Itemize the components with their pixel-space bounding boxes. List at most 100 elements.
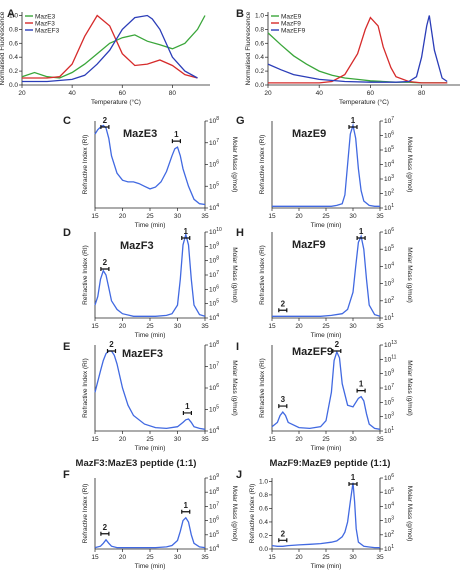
legend-label: MazEF9 (281, 28, 306, 35)
y-tick-label: 0.2 (259, 532, 268, 539)
x-tick-label: 15 (268, 323, 276, 330)
panel-label-B: B (236, 8, 244, 20)
y-tick-label: 0.2 (255, 68, 264, 75)
legend-label: MazEF3 (35, 28, 60, 35)
y2-tick-label: 109 (209, 241, 219, 250)
x-axis-label: Time (min) (135, 563, 166, 570)
x-tick-label: 35 (201, 213, 209, 220)
y2-tick-label: 1013 (384, 340, 397, 349)
y2-tick-label: 107 (209, 138, 219, 147)
y2-tick-label: 105 (384, 397, 394, 406)
y2-tick-label: 104 (209, 426, 219, 435)
y2-tick-label: 104 (209, 544, 219, 553)
y2-tick-label: 107 (209, 501, 219, 510)
legend-label: MazF9 (281, 21, 301, 28)
legend-label: MazE3 (35, 14, 56, 21)
y2-tick-label: 105 (209, 405, 219, 414)
y-tick-label: 1.0 (9, 12, 18, 19)
peak-label: 2 (103, 116, 108, 125)
y-tick-label: 0.4 (259, 519, 268, 526)
x-axis-label: Time (min) (311, 563, 342, 570)
x-axis-label: Time (min) (135, 222, 166, 229)
panel-title: MazF3:MazE3 peptide (1:1) (76, 458, 197, 469)
peak-bracket (278, 404, 288, 409)
x-tick-label: 35 (376, 323, 384, 330)
x-tick-label: 20 (119, 554, 127, 561)
y2-tick-label: 102 (384, 189, 394, 198)
series-line-RI (94, 516, 206, 549)
series-line-RI (272, 234, 381, 317)
y2-axis-label: Molar Mass (g/mol) (406, 486, 413, 542)
peak-bracket (278, 308, 288, 313)
x-tick-label: 30 (174, 213, 182, 220)
legend-label: MazE9 (281, 14, 302, 21)
y2-tick-label: 107 (384, 383, 394, 392)
x-tick-label: 15 (268, 554, 276, 561)
panel-label-J: J (236, 469, 242, 481)
x-axis-label: Time (min) (311, 445, 342, 452)
y-axis-label: Refractive Index (RI) (259, 245, 266, 305)
y-axis-label: Refractive Index (RI) (82, 245, 89, 305)
peak-bracket (100, 125, 110, 129)
y-axis-label: Refractive Index (RI) (82, 358, 89, 418)
y2-tick-label: 109 (384, 369, 394, 378)
y-tick-label: 0.0 (259, 546, 268, 553)
y2-tick-label: 105 (384, 244, 394, 253)
x-tick-label: 30 (174, 323, 182, 330)
y2-tick-label: 1011 (384, 354, 397, 363)
y2-tick-label: 106 (209, 383, 219, 392)
peak-label: 1 (359, 380, 364, 389)
y2-tick-label: 107 (209, 362, 219, 371)
y2-tick-label: 101 (384, 313, 394, 322)
peak-label: 1 (184, 501, 189, 510)
series-line-MazF9 (268, 16, 448, 84)
y2-tick-label: 105 (209, 530, 219, 539)
y2-tick-label: 106 (209, 284, 219, 293)
x-axis-label: Temperature (°C) (91, 98, 141, 106)
x-tick-label: 30 (174, 436, 182, 443)
x-tick-label: 25 (322, 436, 330, 443)
y2-tick-label: 104 (209, 313, 219, 322)
x-tick-label: 20 (295, 323, 303, 330)
series-line-RI (271, 482, 380, 549)
peak-label: 2 (103, 258, 108, 267)
y2-tick-label: 104 (209, 203, 219, 212)
x-tick-label: 15 (268, 213, 276, 220)
y2-tick-label: 105 (384, 487, 394, 496)
peak-label: 1 (351, 473, 356, 482)
x-tick-label: 15 (91, 323, 99, 330)
y2-tick-label: 103 (384, 174, 394, 183)
y2-tick-label: 103 (384, 516, 394, 525)
y2-tick-label: 1010 (209, 227, 222, 236)
x-axis-label: Time (min) (135, 445, 166, 452)
y2-tick-label: 108 (209, 487, 219, 496)
y-tick-label: 0.6 (9, 40, 18, 47)
series-line-MazEF3 (22, 14, 198, 83)
y2-tick-label: 106 (384, 473, 394, 482)
peak-label: 3 (281, 395, 286, 404)
peak-bracket (171, 139, 181, 144)
x-tick-label: 20 (264, 90, 272, 97)
x-tick-label: 25 (322, 554, 330, 561)
series-line-RI (272, 122, 380, 207)
x-tick-label: 30 (174, 554, 182, 561)
panel-label-D: D (63, 227, 71, 239)
x-tick-label: 60 (367, 90, 375, 97)
peak-label: 1 (359, 227, 364, 236)
x-tick-label: 25 (322, 213, 330, 220)
y2-tick-label: 103 (384, 279, 394, 288)
y-axis-label: Normalised Fluorescence (245, 11, 252, 85)
peak-label: 2 (109, 340, 114, 349)
y2-tick-label: 108 (209, 256, 219, 265)
panel-label-A: A (7, 8, 15, 20)
x-tick-label: 20 (295, 554, 303, 561)
peak-bracket (356, 388, 366, 393)
peak-bracket (348, 482, 358, 486)
x-tick-label: 15 (91, 554, 99, 561)
x-tick-label: 35 (376, 554, 384, 561)
panel-label-G: G (236, 115, 245, 127)
y-axis-label: Refractive Index (RI) (82, 484, 89, 544)
peak-bracket (100, 531, 110, 536)
y-tick-label: 0.0 (255, 82, 264, 89)
